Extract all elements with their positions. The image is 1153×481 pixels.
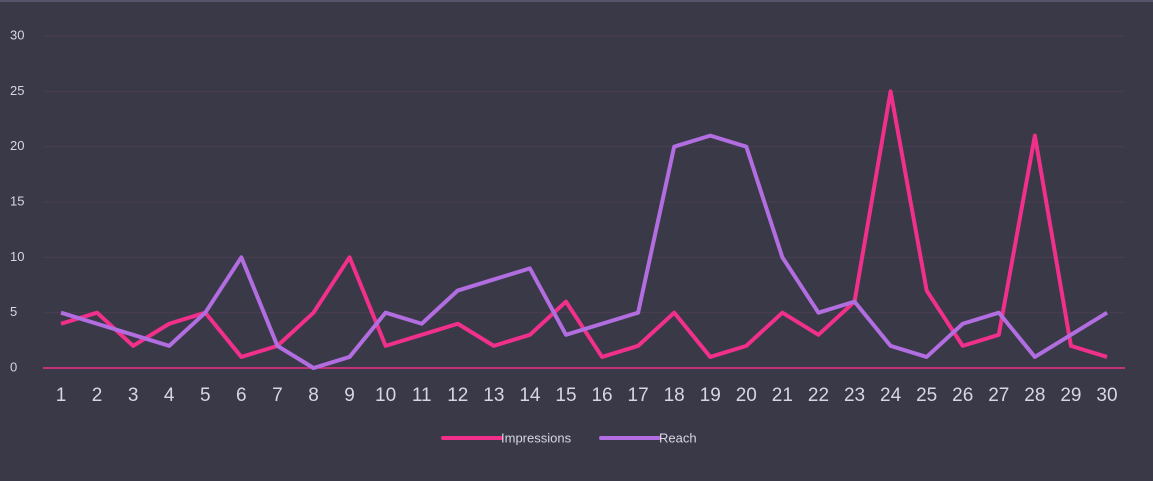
x-tick-label: 17	[628, 385, 649, 406]
x-tick-label: 12	[447, 385, 468, 406]
x-tick-label: 22	[808, 385, 829, 406]
x-tick-label: 19	[700, 385, 721, 406]
x-tick-label: 28	[1024, 385, 1045, 406]
x-tick-label: 13	[483, 385, 504, 406]
x-tick-label: 8	[308, 385, 319, 406]
x-tick-label: 16	[591, 385, 612, 406]
y-tick-label: 5	[10, 304, 17, 319]
legend-label: Reach	[659, 430, 697, 445]
y-tick-label: 10	[10, 249, 24, 264]
x-tick-label: 14	[519, 385, 541, 406]
x-tick-label: 29	[1060, 385, 1081, 406]
x-tick-label: 25	[916, 385, 937, 406]
x-tick-label: 7	[272, 385, 283, 406]
y-tick-label: 20	[10, 138, 24, 153]
x-tick-label: 6	[236, 385, 247, 406]
y-tick-label: 0	[10, 359, 17, 374]
x-tick-label: 15	[555, 385, 576, 406]
y-tick-label: 25	[10, 83, 24, 98]
legend-label: Impressions	[501, 430, 572, 445]
x-tick-label: 5	[200, 385, 211, 406]
y-tick-label: 15	[10, 193, 24, 208]
x-tick-label: 18	[664, 385, 685, 406]
x-tick-label: 4	[164, 385, 175, 406]
x-tick-label: 2	[92, 385, 103, 406]
x-tick-label: 10	[375, 385, 396, 406]
x-tick-label: 3	[128, 385, 139, 406]
y-tick-label: 30	[10, 27, 24, 42]
x-tick-label: 24	[880, 385, 902, 406]
x-tick-label: 30	[1096, 385, 1117, 406]
x-tick-label: 26	[952, 385, 973, 406]
x-tick-label: 27	[988, 385, 1009, 406]
x-tick-label: 1	[56, 385, 67, 406]
x-tick-label: 9	[344, 385, 355, 406]
x-tick-label: 20	[736, 385, 757, 406]
x-tick-label: 11	[412, 385, 432, 406]
series-line	[60, 133, 1109, 370]
x-tick-label: 23	[844, 385, 865, 406]
x-tick-label: 21	[772, 385, 793, 406]
